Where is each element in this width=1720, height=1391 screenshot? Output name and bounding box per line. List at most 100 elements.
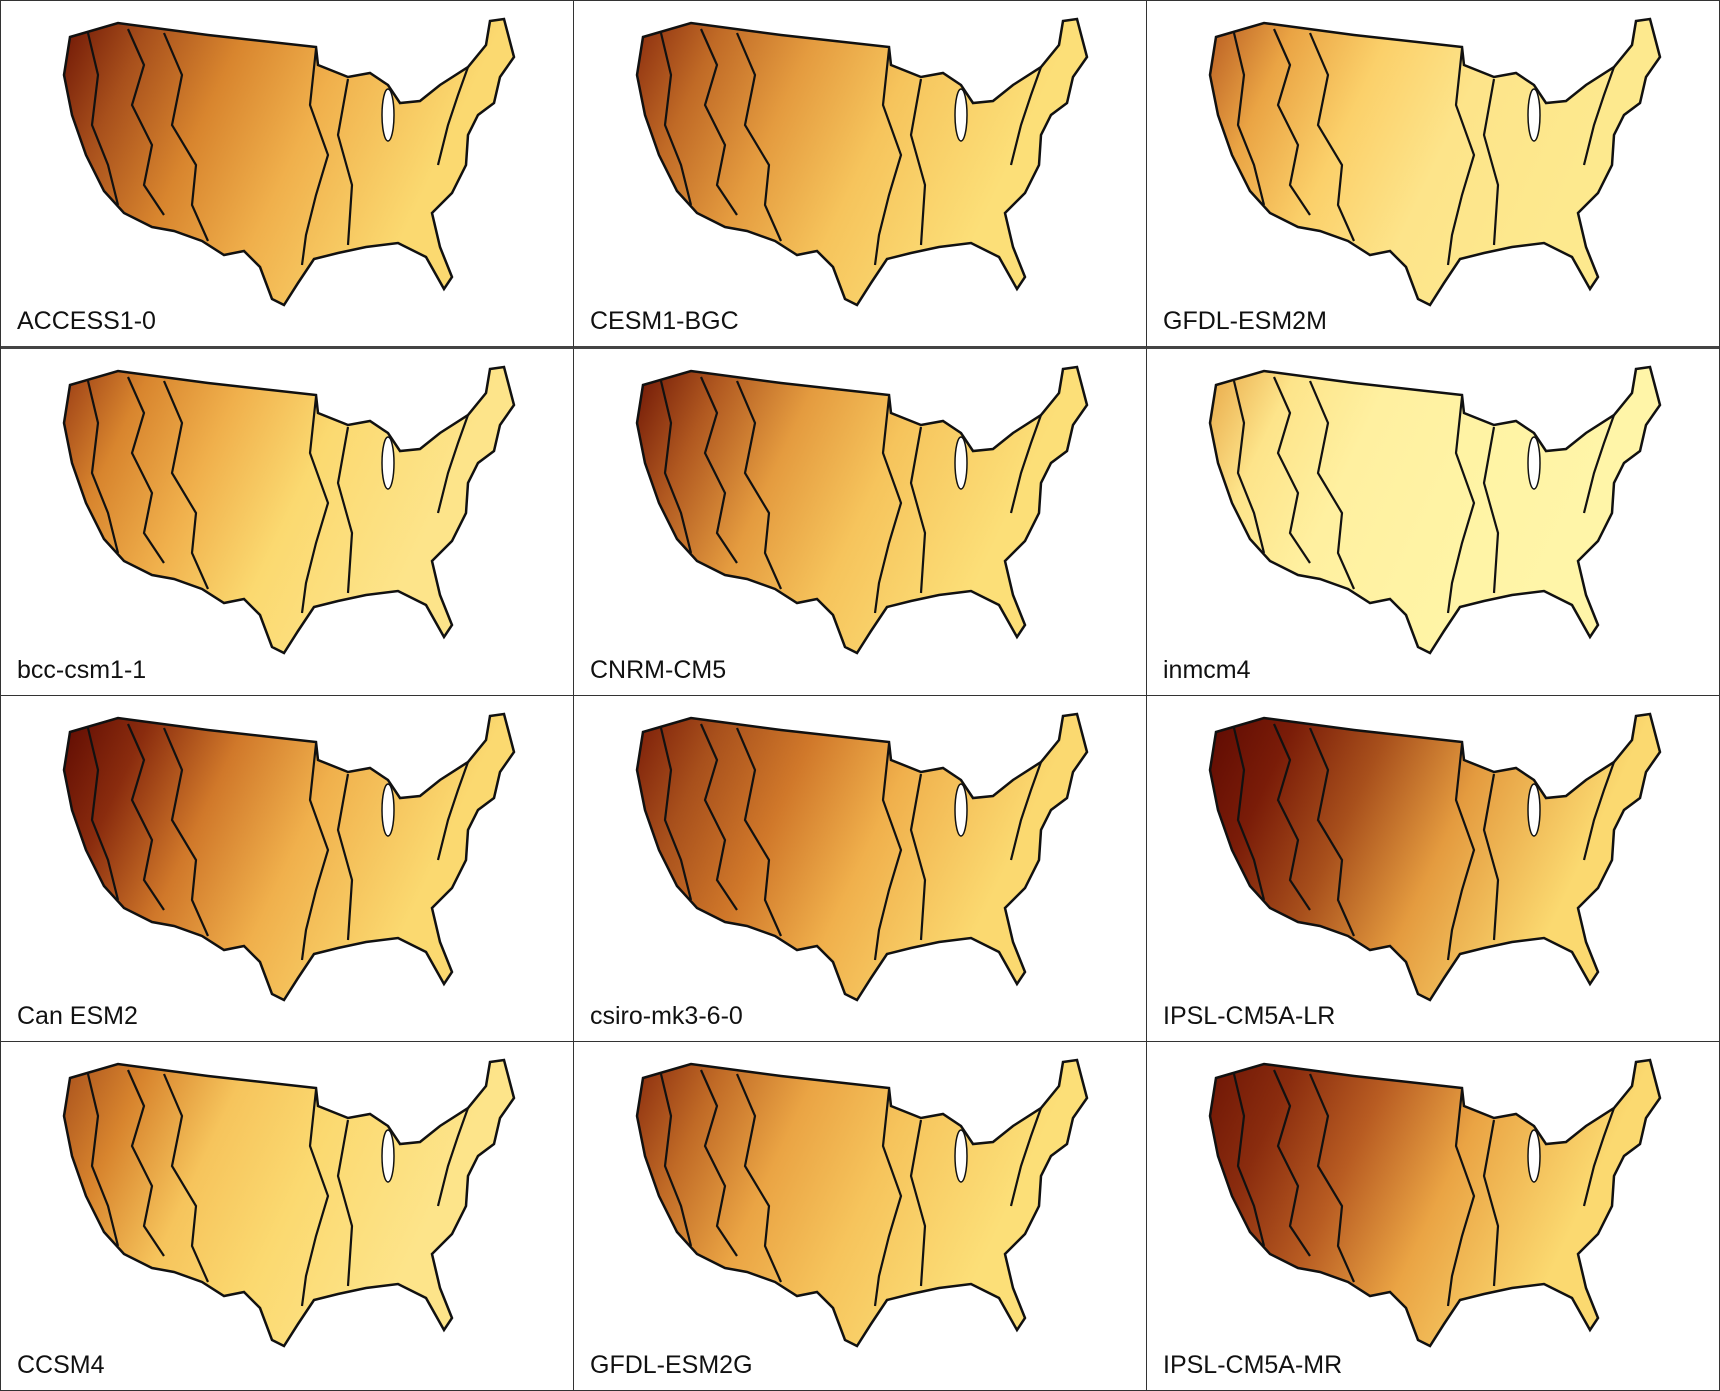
conus-outline <box>635 1058 1089 1348</box>
conus-outline <box>62 1058 516 1348</box>
region-boundary <box>1446 1089 1476 1307</box>
conus-outline <box>1208 1058 1662 1348</box>
conus-outline <box>1208 17 1662 307</box>
model-label: ACCESS1-0 <box>17 307 156 335</box>
region-boundary <box>1582 1107 1616 1207</box>
us-map <box>62 712 516 1002</box>
map-panel: csiro-mk3-6-0 <box>574 696 1147 1042</box>
conus-outline <box>1208 365 1662 655</box>
region-boundary <box>699 723 738 911</box>
model-label: CESM1-BGC <box>590 307 739 335</box>
region-boundary <box>1308 380 1356 590</box>
lake-michigan <box>1527 88 1541 142</box>
region-boundary <box>336 78 354 246</box>
region-boundary <box>1446 743 1476 961</box>
lake-michigan <box>1527 436 1541 490</box>
lake-michigan <box>1527 1129 1541 1183</box>
map-panel: GFDL-ESM2M <box>1147 1 1719 349</box>
map-panel: inmcm4 <box>1147 349 1719 696</box>
us-map <box>635 1058 1089 1348</box>
region-boundary <box>1582 761 1616 861</box>
lake-michigan <box>381 1129 395 1183</box>
conus-outline <box>62 17 516 307</box>
model-label: CCSM4 <box>17 1351 105 1379</box>
us-map <box>1208 1058 1662 1348</box>
region-boundary <box>162 380 210 590</box>
conus-outline <box>62 365 516 655</box>
model-label: inmcm4 <box>1163 656 1251 684</box>
conus-outline <box>62 712 516 1002</box>
model-label: CNRM-CM5 <box>590 656 727 684</box>
conus-outline <box>1208 712 1662 1002</box>
region-boundary <box>1272 28 1311 216</box>
region-boundary <box>1272 723 1311 911</box>
region-boundary <box>1482 1119 1500 1287</box>
region-boundary <box>699 1069 738 1257</box>
region-boundary <box>1308 727 1356 937</box>
lake-michigan <box>1527 783 1541 837</box>
lake-michigan <box>954 1129 968 1183</box>
region-boundary <box>436 414 470 514</box>
map-panel: CCSM4 <box>1 1042 574 1390</box>
region-boundary <box>1232 1073 1266 1247</box>
region-boundary <box>436 66 470 166</box>
region-boundary <box>735 380 783 590</box>
model-label: IPSL-CM5A-MR <box>1163 1351 1343 1379</box>
lake-michigan <box>954 436 968 490</box>
map-panel: IPSL-CM5A-LR <box>1147 696 1719 1042</box>
region-boundary <box>909 1119 927 1287</box>
us-map <box>62 17 516 307</box>
us-map <box>1208 365 1662 655</box>
region-boundary <box>873 743 903 961</box>
region-boundary <box>873 396 903 614</box>
region-boundary <box>86 380 120 554</box>
region-boundary <box>1482 426 1500 594</box>
region-boundary <box>659 380 693 554</box>
region-boundary <box>300 743 330 961</box>
conus-outline <box>635 17 1089 307</box>
region-boundary <box>1308 32 1356 242</box>
model-label: Can ESM2 <box>17 1002 138 1030</box>
region-boundary <box>336 773 354 941</box>
lake-michigan <box>381 783 395 837</box>
us-map <box>62 1058 516 1348</box>
map-panel: Can ESM2 <box>1 696 574 1042</box>
region-boundary <box>300 1089 330 1307</box>
region-boundary <box>1446 48 1476 266</box>
region-boundary <box>909 78 927 246</box>
model-label: bcc-csm1-1 <box>17 656 147 684</box>
region-boundary <box>1232 32 1266 206</box>
region-boundary <box>436 761 470 861</box>
region-boundary <box>86 727 120 901</box>
region-boundary <box>126 723 165 911</box>
map-panel: IPSL-CM5A-MR <box>1147 1042 1719 1390</box>
region-boundary <box>86 1073 120 1247</box>
region-boundary <box>1482 78 1500 246</box>
region-boundary <box>1272 1069 1311 1257</box>
us-map <box>635 17 1089 307</box>
region-boundary <box>699 28 738 216</box>
region-boundary <box>126 376 165 564</box>
lake-michigan <box>381 88 395 142</box>
lake-michigan <box>954 88 968 142</box>
region-boundary <box>86 32 120 206</box>
region-boundary <box>659 727 693 901</box>
region-boundary <box>1582 414 1616 514</box>
map-panel: bcc-csm1-1 <box>1 349 574 696</box>
region-boundary <box>699 376 738 564</box>
region-boundary <box>1482 773 1500 941</box>
map-panel: CNRM-CM5 <box>574 349 1147 696</box>
us-map <box>1208 712 1662 1002</box>
region-boundary <box>659 1073 693 1247</box>
region-boundary <box>162 727 210 937</box>
region-boundary <box>659 32 693 206</box>
model-label: IPSL-CM5A-LR <box>1163 1002 1336 1030</box>
region-boundary <box>162 32 210 242</box>
region-boundary <box>873 1089 903 1307</box>
region-boundary <box>300 48 330 266</box>
region-boundary <box>1308 1073 1356 1283</box>
region-boundary <box>873 48 903 266</box>
region-boundary <box>300 396 330 614</box>
region-boundary <box>1582 66 1616 166</box>
